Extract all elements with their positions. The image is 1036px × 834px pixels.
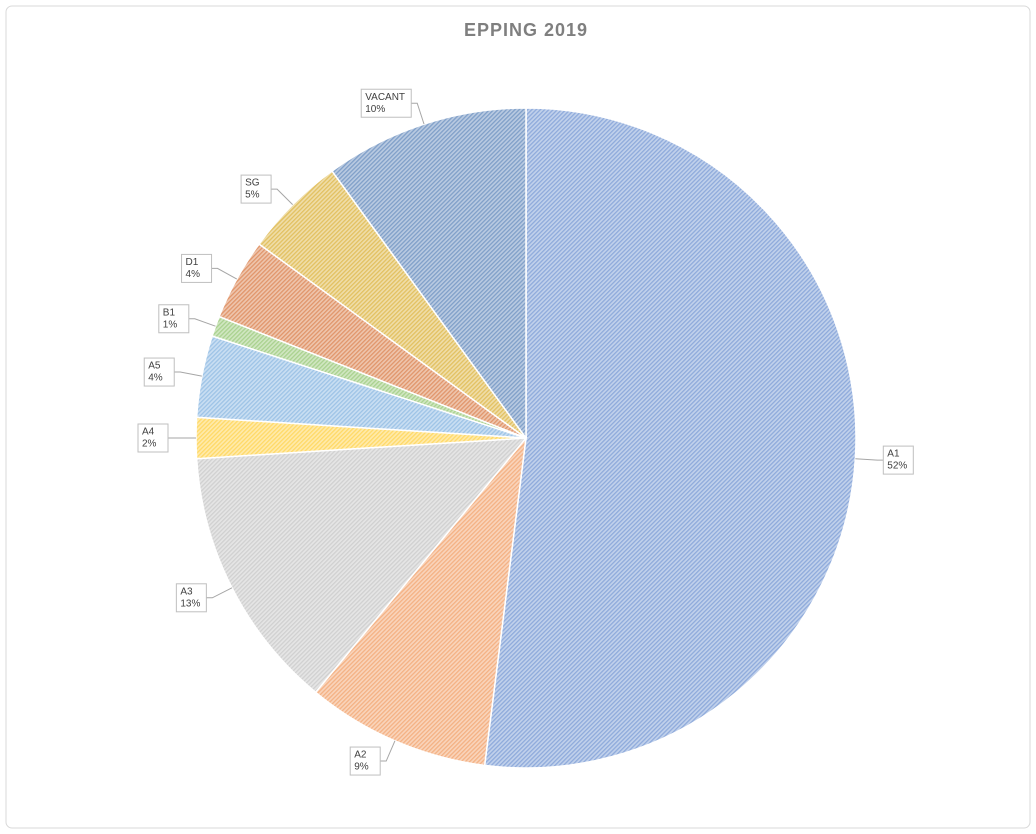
leader-line (855, 458, 884, 461)
data-label-value: 1% (163, 319, 178, 330)
data-label-value: 9% (354, 762, 369, 773)
data-label-box (143, 357, 175, 387)
data-label-box (882, 445, 914, 475)
pie-slice (483, 107, 857, 769)
data-label-value: 10% (365, 104, 385, 115)
data-label-category: B1 (163, 307, 176, 318)
data-label-category: VACANT (365, 92, 405, 103)
data-label-box (158, 304, 190, 334)
data-label-box (181, 253, 213, 283)
data-label-category: A4 (142, 427, 155, 438)
chart-title: EPPING 2019 (464, 20, 588, 40)
data-label-box (137, 423, 169, 453)
data-label-value: 5% (245, 190, 260, 201)
data-label-category: A2 (354, 750, 367, 761)
pie-slice (195, 437, 528, 694)
data-label-category: SG (245, 178, 260, 189)
data-label-value: 52% (887, 461, 907, 472)
leader-line (380, 740, 396, 762)
data-label-box (360, 88, 412, 118)
data-label-value: 2% (142, 439, 157, 450)
data-label-box (175, 583, 207, 613)
data-label-category: D1 (186, 257, 199, 268)
leader-line (411, 102, 425, 125)
data-label-category: A5 (148, 361, 161, 372)
leader-line (174, 371, 202, 377)
leader-line (271, 188, 294, 206)
data-label-box (240, 174, 272, 204)
leader-line (211, 267, 238, 280)
data-label-value: 13% (180, 598, 200, 609)
data-label-box (349, 746, 381, 776)
data-label-value: 4% (148, 373, 163, 384)
data-label-value: 4% (186, 269, 201, 280)
leader-line (188, 318, 216, 327)
leader-line (206, 587, 233, 599)
data-label-category: A3 (180, 586, 193, 597)
data-label-category: A1 (887, 449, 900, 460)
pie-slice (314, 435, 528, 767)
